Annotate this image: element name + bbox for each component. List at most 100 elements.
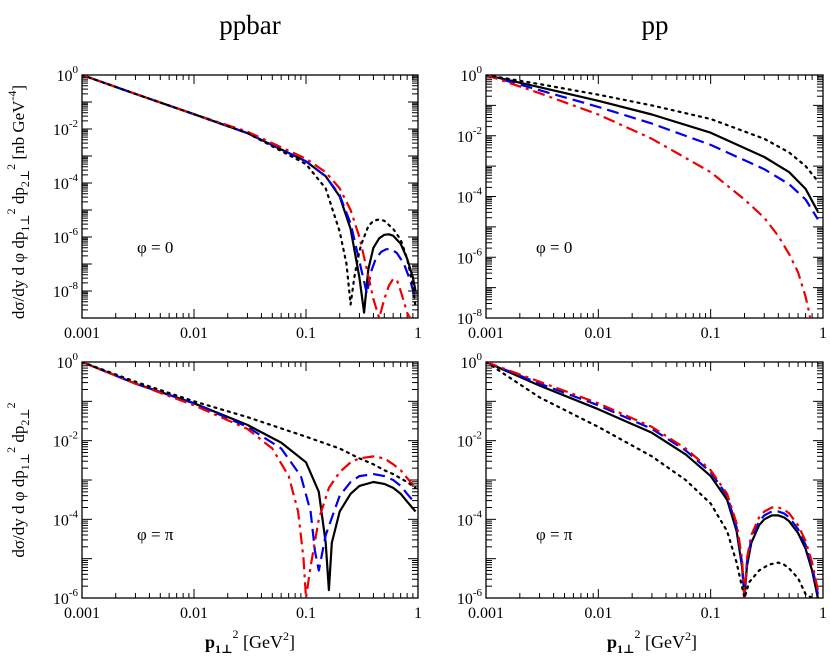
phi-annotation: φ = 0 (137, 238, 173, 257)
xlabel-units-open: [GeV (239, 632, 283, 652)
svg-text:p1⊥2 [GeV2]: p1⊥2 [GeV2] (205, 627, 295, 656)
ylabel-sub1-2: 1⊥ (18, 453, 32, 470)
series-dashed (82, 362, 417, 572)
series-dash-dot (486, 362, 819, 598)
series-dotted (82, 75, 417, 309)
ylabel-sup1-2: 2 (4, 447, 18, 453)
x-tick-label: 0.1 (296, 325, 316, 342)
series-dashed (486, 75, 819, 220)
y-tick-label: 10-2 (457, 125, 482, 146)
panel-pp-phipi: 0.001 0.01 0.1 1 100 10-2 10-4 10-6 φ = π (457, 351, 827, 622)
phi-annotation: φ = 0 (536, 238, 572, 257)
series-dashed (486, 362, 819, 598)
xlabel-main-2: p (607, 632, 617, 652)
xlabel-units-close-2: ] (691, 632, 697, 652)
series-group (486, 362, 820, 598)
plot-frame (485, 361, 824, 599)
y-tick-label: 100 (461, 64, 483, 85)
xlabel-units-close: ] (289, 632, 295, 652)
plot-frame (485, 74, 824, 319)
y-tick-label: 10-4 (457, 186, 483, 207)
ylabel-main: dσ/dy d φ dp (9, 232, 28, 319)
x-tick-label: 0.001 (468, 605, 504, 622)
column-title-ppbar: ppbar (219, 10, 280, 40)
x-tick-label: 0.1 (701, 325, 721, 342)
x-tick-label: 0.001 (64, 605, 100, 622)
ylabel-sub2: 2⊥ (18, 170, 32, 187)
series-dash-dot (486, 75, 812, 318)
y-tick-label: 10-6 (53, 587, 79, 608)
y-tick-label: 10-6 (457, 246, 483, 267)
phi-annotation: φ = π (536, 525, 573, 544)
panel-ppbar-phi0: 0.001 0.01 0.1 1 100 10-2 10-4 10-6 10-8 φ = 0 (53, 64, 422, 342)
ylabel-mid: dp (9, 187, 28, 208)
y-tick-label: 10-4 (53, 508, 79, 529)
x-tick-label: 0.01 (584, 605, 612, 622)
series-solid (82, 362, 417, 592)
x-tick-label: 1 (414, 605, 422, 622)
y-tick-label: 10-2 (53, 118, 78, 139)
series-dotted (486, 75, 820, 183)
xlabel-units-exp: 2 (283, 629, 289, 643)
y-tick-label: 10-6 (53, 226, 79, 247)
svg-text:p1⊥2 [GeV2]: p1⊥2 [GeV2] (607, 627, 697, 656)
ylabel-sup1: 2 (4, 208, 18, 214)
y-tick-label: 100 (57, 351, 79, 372)
x-tick-label: 0.1 (296, 605, 316, 622)
series-solid (486, 362, 819, 598)
xlabel-sup-2: 2 (635, 627, 641, 641)
y-axis-label-bottom: dσ/dy d φ dp1⊥2 dp2⊥2 (4, 402, 32, 557)
series-group (486, 75, 820, 318)
panel-ppbar-phipi: 0.001 0.01 0.1 1 100 10-2 10-4 10-6 φ = π (53, 351, 422, 622)
x-tick-label: 0.01 (584, 325, 612, 342)
panel-pp-phi0: 0.001 0.01 0.1 1 100 10-2 10-4 10-6 10-8 φ = 0 (457, 64, 827, 342)
y-tick-label: 10-8 (457, 307, 483, 328)
xlabel-main: p (205, 632, 215, 652)
ylabel-sub1: 1⊥ (18, 214, 32, 231)
series-group (82, 75, 417, 318)
y-axis-label-top: dσ/dy d φ dp1⊥2 dp2⊥2 [nb GeV-4] (4, 85, 32, 319)
x-axis-label-left: p1⊥2 [GeV2] (205, 627, 295, 656)
x-tick-label: 0.001 (468, 325, 504, 342)
y-tick-label: 10-8 (53, 280, 79, 301)
x-tick-label: 1 (819, 605, 827, 622)
series-dotted (486, 362, 820, 598)
x-tick-label: 0.001 (64, 325, 100, 342)
ylabel-sup2-2: 2 (4, 402, 18, 408)
y-tick-label: 10-4 (53, 172, 79, 193)
series-group (82, 362, 417, 598)
x-tick-label: 0.01 (180, 605, 208, 622)
y-tick-label: 10-4 (457, 508, 483, 529)
ylabel-units-close: ] (9, 85, 28, 91)
column-title-pp: pp (642, 10, 669, 40)
y-tick-label: 10-6 (457, 587, 483, 608)
svg-text:dσ/dy d φ dp1⊥2 dp2⊥2 [nb GeV-: dσ/dy d φ dp1⊥2 dp2⊥2 [nb GeV-4] (4, 85, 32, 319)
xlabel-units-exp-2: 2 (685, 629, 691, 643)
x-axis-label-right: p1⊥2 [GeV2] (607, 627, 697, 656)
x-tick-label: 1 (819, 325, 827, 342)
y-tick-label: 100 (57, 64, 79, 85)
phi-annotation: φ = π (137, 525, 174, 544)
series-dashed (82, 75, 417, 300)
xlabel-sub: 1⊥ (215, 642, 233, 656)
y-tick-label: 10-2 (457, 430, 482, 451)
x-tick-label: 0.01 (180, 325, 208, 342)
series-dash-dot (82, 362, 417, 598)
ylabel-sup2: 2 (4, 164, 18, 170)
xlabel-sub-2: 1⊥ (617, 642, 635, 656)
plot-frame (81, 74, 419, 319)
series-solid (82, 75, 417, 314)
xlabel-units-open-2: [GeV (641, 632, 685, 652)
ylabel-mid-2: dp (9, 426, 28, 447)
ylabel-main-2: dσ/dy d φ dp (9, 470, 28, 557)
series-solid (486, 75, 819, 213)
plot-frame (81, 361, 419, 599)
x-tick-label: 1 (414, 325, 422, 342)
ylabel-sub2-2: 2⊥ (18, 408, 32, 425)
y-tick-label: 10-2 (53, 430, 78, 451)
x-tick-label: 0.1 (701, 605, 721, 622)
y-tick-label: 100 (461, 351, 483, 372)
ylabel-units-exp: -4 (5, 91, 19, 101)
